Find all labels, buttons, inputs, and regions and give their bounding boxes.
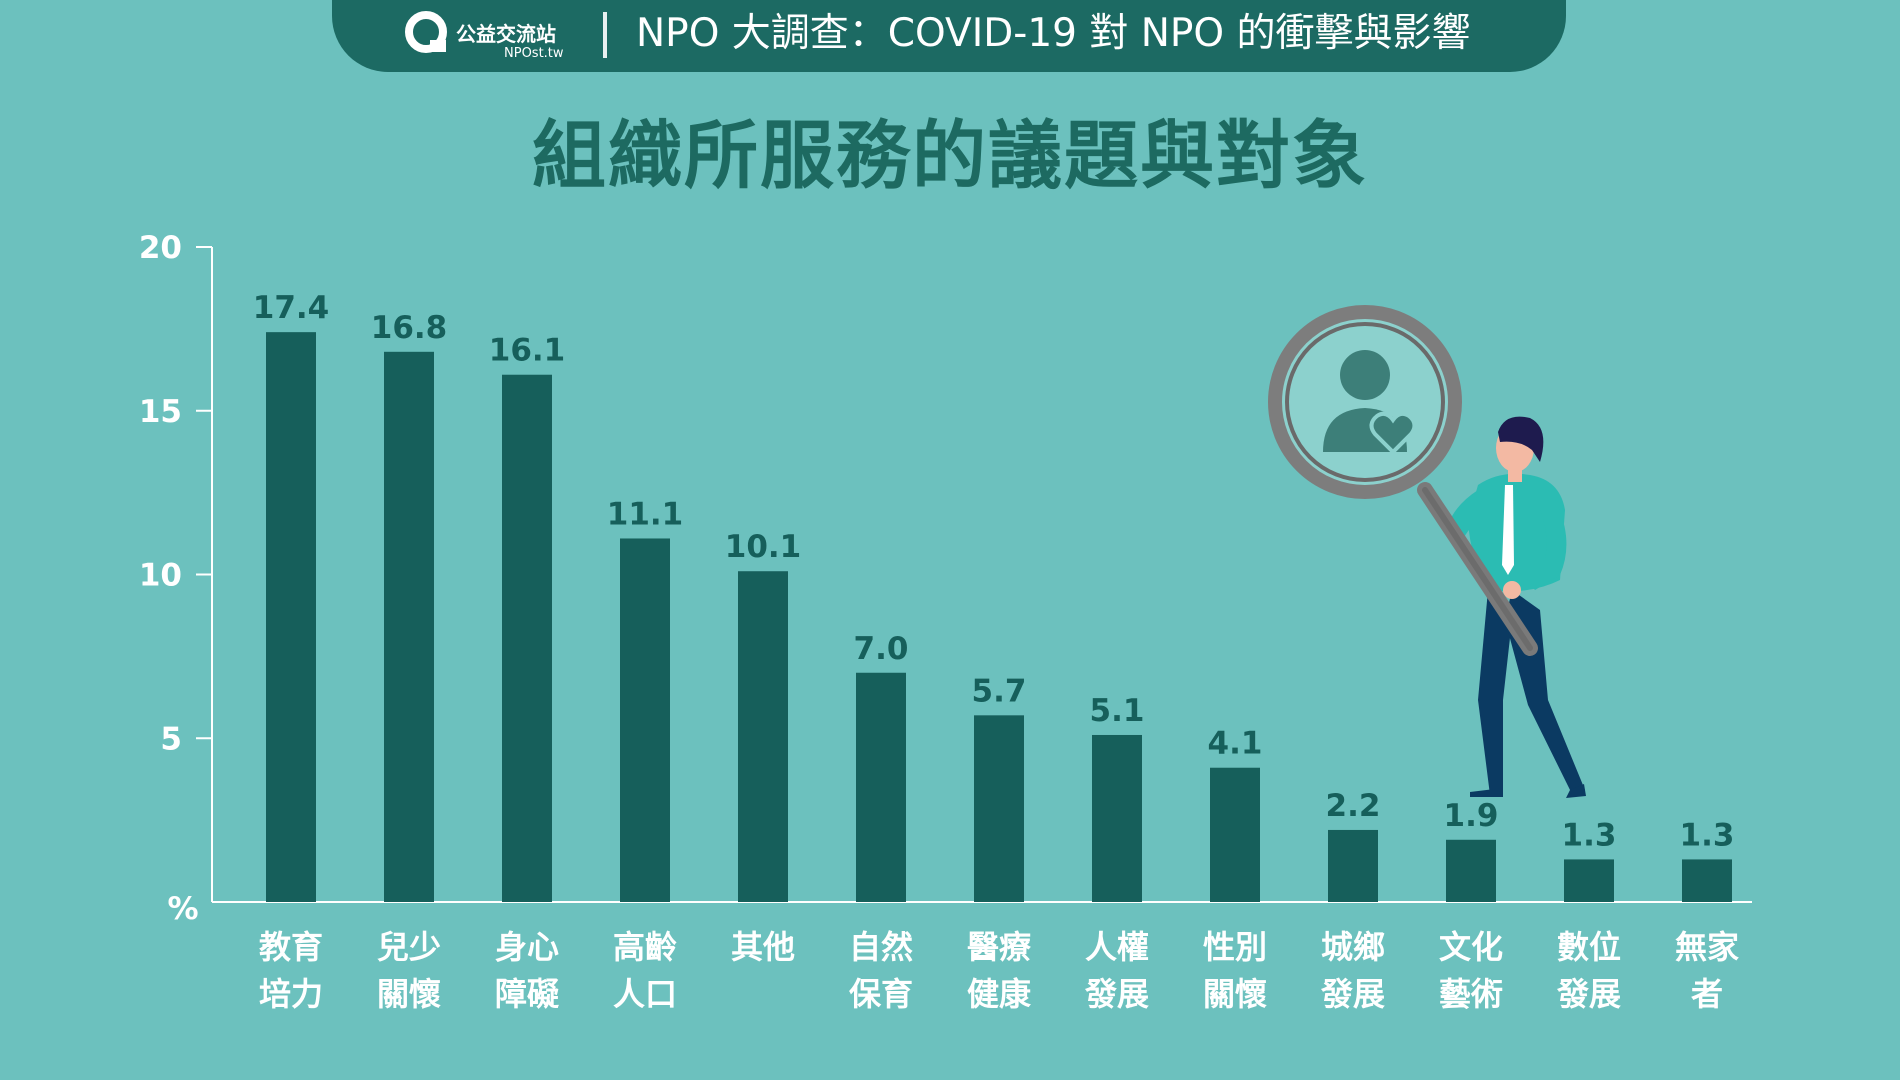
y-tick-label: 10 xyxy=(139,558,182,594)
bar-value-label: 7.0 xyxy=(854,631,909,667)
brand-logo-group: 公益交流站 NPOst.tw xyxy=(404,8,574,62)
bar xyxy=(738,571,788,902)
magnifier-person-illustration xyxy=(1268,305,1586,798)
x-category-label: 者 xyxy=(1691,975,1723,1013)
x-category-label: 醫療 xyxy=(967,928,1032,966)
bar-value-label: 16.1 xyxy=(489,333,566,369)
bar-value-label: 5.1 xyxy=(1090,693,1145,729)
bar xyxy=(1682,859,1732,902)
x-category-label: 培力 xyxy=(259,975,323,1013)
bar-value-label: 11.1 xyxy=(607,496,684,532)
bar-value-label: 17.4 xyxy=(253,290,330,326)
bar-value-label: 16.8 xyxy=(371,310,448,346)
x-category-label: 保育 xyxy=(849,975,913,1013)
bar-value-label: 4.1 xyxy=(1208,726,1263,762)
bar xyxy=(620,538,670,902)
bar xyxy=(1564,859,1614,902)
header-title: NPO 大調查：COVID-19 對 NPO 的衝擊與影響 xyxy=(636,11,1471,56)
bar-value-label: 1.3 xyxy=(1680,817,1735,853)
bar-value-label: 1.9 xyxy=(1444,798,1499,834)
bar-value-label: 10.1 xyxy=(725,529,802,565)
x-category-label: 無家 xyxy=(1675,928,1739,966)
x-category-label: 關懷 xyxy=(1203,975,1267,1013)
x-category-label: 人權 xyxy=(1085,928,1149,966)
x-category-label: 文化 xyxy=(1439,928,1503,966)
bar xyxy=(502,374,552,903)
x-category-label: 障礙 xyxy=(495,975,559,1013)
y-tick-label: 5 xyxy=(160,721,182,757)
bar xyxy=(974,715,1024,902)
x-category-label: 自然 xyxy=(849,928,913,966)
x-category-label: 性別 xyxy=(1203,928,1267,966)
x-category-label: 數位 xyxy=(1557,928,1621,966)
bar xyxy=(1446,839,1496,902)
x-category-label: 高齡 xyxy=(613,928,677,966)
brand-name: 公益交流站 xyxy=(456,22,556,46)
brand-url: NPOst.tw xyxy=(504,46,564,61)
bar-value-label: 2.2 xyxy=(1326,788,1381,824)
bar-value-label: 5.7 xyxy=(972,673,1027,709)
y-tick-label: 15 xyxy=(139,394,182,430)
bar-value-label: 1.3 xyxy=(1562,817,1617,853)
bar xyxy=(266,332,316,902)
header-divider xyxy=(603,12,607,58)
x-category-label: 發展 xyxy=(1556,975,1621,1013)
x-category-label: 健康 xyxy=(967,975,1032,1013)
x-category-label: 教育 xyxy=(259,928,323,966)
bar xyxy=(1328,829,1378,902)
x-category-label: 兒少 xyxy=(377,928,441,966)
y-unit-label: % xyxy=(167,891,198,927)
bar xyxy=(856,672,906,902)
x-category-label: 發展 xyxy=(1320,975,1385,1013)
npost-logo-icon xyxy=(405,11,447,53)
x-category-label: 身心 xyxy=(495,928,559,966)
bar xyxy=(1210,767,1260,902)
y-tick-label: 20 xyxy=(139,230,182,266)
x-category-label: 人口 xyxy=(613,975,677,1013)
header-banner xyxy=(332,0,1566,72)
x-category-label: 發展 xyxy=(1084,975,1149,1013)
chart-title: 組織所服務的議題與對象 xyxy=(532,113,1368,199)
x-category-label: 藝術 xyxy=(1439,975,1503,1013)
x-category-label: 城鄉 xyxy=(1321,928,1385,966)
x-category-label: 其他 xyxy=(731,928,795,966)
bar xyxy=(1092,734,1142,902)
x-category-label: 關懷 xyxy=(377,975,441,1013)
bar xyxy=(384,351,434,902)
